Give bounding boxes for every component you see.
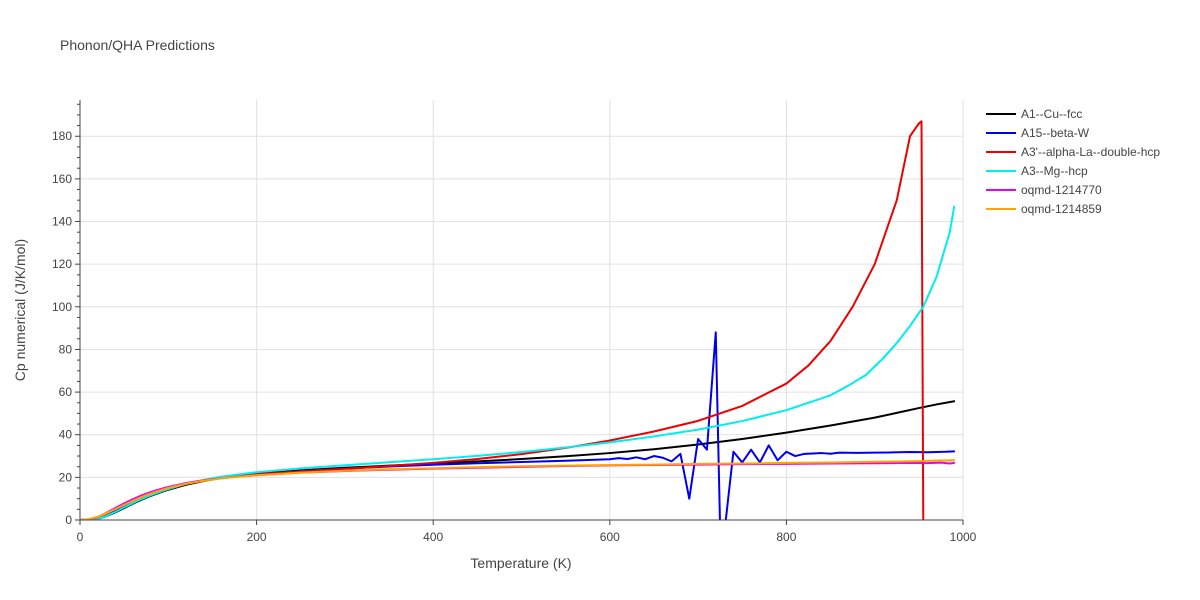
series-line-5	[80, 459, 956, 520]
y-tick-label: 100	[52, 300, 72, 314]
legend[interactable]: A1--Cu--fcc A15--beta-W A3'--alpha-La--dou…	[986, 107, 1160, 216]
x-tick-label: 800	[776, 530, 796, 544]
legend-item[interactable]: A3--Mg--hcp	[986, 164, 1088, 178]
series-line-3	[80, 205, 956, 520]
x-tick-label: 1000	[950, 530, 977, 544]
x-axis-title: Temperature (K)	[470, 555, 571, 571]
x-tick-label: 0	[77, 530, 84, 544]
legend-item[interactable]: A15--beta-W	[986, 126, 1090, 140]
series-line-0	[80, 400, 956, 520]
y-tick-label: 0	[65, 513, 72, 527]
y-tick-label: 40	[59, 428, 73, 442]
y-axis-title: Cp numerical (J/K/mol)	[12, 239, 28, 381]
legend-label: oqmd-1214770	[1021, 183, 1102, 197]
legend-label: oqmd-1214859	[1021, 202, 1102, 216]
x-tick-label: 200	[247, 530, 267, 544]
series-line-4	[80, 461, 956, 520]
series-lines	[80, 120, 956, 520]
legend-label: A15--beta-W	[1021, 126, 1090, 140]
y-tick-label: 140	[52, 215, 72, 229]
x-tick-label: 600	[600, 530, 620, 544]
legend-label: A1--Cu--fcc	[1021, 107, 1082, 121]
legend-label: A3--Mg--hcp	[1021, 164, 1088, 178]
y-tick-label: 180	[52, 129, 72, 143]
y-tick-label: 60	[59, 385, 73, 399]
series-line-1	[80, 331, 956, 520]
y-tick-label: 80	[59, 342, 73, 356]
legend-item[interactable]: oqmd-1214859	[986, 202, 1102, 216]
y-tick-label: 20	[59, 470, 73, 484]
y-axis-ticks: 0 20 40 60 80 100 120 140 160 180	[52, 129, 80, 527]
legend-label: A3'--alpha-La--double-hcp	[1021, 145, 1160, 159]
legend-item[interactable]: A1--Cu--fcc	[986, 107, 1082, 121]
y-tick-label: 120	[52, 257, 72, 271]
legend-item[interactable]: A3'--alpha-La--double-hcp	[986, 145, 1160, 159]
chart-title: Phonon/QHA Predictions	[60, 37, 215, 53]
legend-item[interactable]: oqmd-1214770	[986, 183, 1102, 197]
y-tick-label: 160	[52, 172, 72, 186]
grid-lines	[80, 100, 964, 520]
x-tick-label: 400	[423, 530, 443, 544]
x-axis-ticks: 0 200 400 600 800 1000	[77, 520, 977, 544]
